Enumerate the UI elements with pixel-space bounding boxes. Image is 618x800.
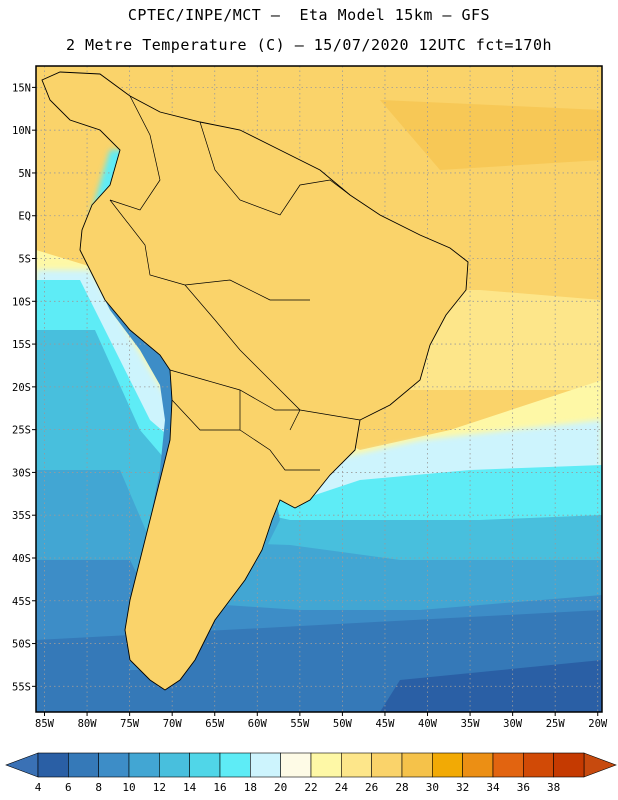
colorbar-label: 30 <box>425 781 439 794</box>
lat-tick-label: 10N <box>12 125 31 137</box>
lat-tick-label: 5N <box>18 168 31 180</box>
lon-tick-label: 75W <box>120 718 140 730</box>
lat-tick-label: EQ <box>18 211 31 223</box>
lat-tick-label: 25S <box>12 425 31 437</box>
lon-tick-label: 60W <box>248 718 268 730</box>
colorbar-cell <box>68 752 99 778</box>
lon-tick-label: 85W <box>35 718 55 730</box>
colorbar-cell <box>523 752 554 778</box>
colorbar-label: 22 <box>304 781 318 794</box>
lon-tick-label: 25W <box>546 718 566 730</box>
latitude-axis: 15N 10N 5N EQ 5S 10S 15S 20S 25S 30S 35S 40S 45S 50S 5… <box>12 82 36 693</box>
colorbar-label: 28 <box>395 781 409 794</box>
map-frame <box>35 65 603 713</box>
colorbar-cell <box>98 752 130 778</box>
lat-tick-label: 10S <box>12 296 31 308</box>
colorbar-label: 24 <box>334 781 348 794</box>
lat-tick-label: 20S <box>12 382 31 394</box>
colorbar-cell <box>492 752 524 778</box>
colorbar-cell <box>219 752 251 778</box>
colorbar-label: 6 <box>65 781 72 794</box>
colorbar-label: 16 <box>213 781 227 794</box>
colorbar-cell <box>280 752 312 778</box>
colorbar-label: 14 <box>183 781 197 794</box>
colorbar-label: 26 <box>365 781 379 794</box>
colorbar-cell <box>371 752 403 778</box>
lat-tick-label: 55S <box>12 681 31 693</box>
colorbar-cell <box>37 752 69 778</box>
lon-tick-label: 80W <box>78 718 98 730</box>
lon-tick-label: 55W <box>290 718 310 730</box>
lon-tick-label: 45W <box>375 718 395 730</box>
colorbar-cell <box>250 752 281 778</box>
lon-tick-label: 70W <box>163 718 183 730</box>
lat-tick-label: 15N <box>12 82 31 94</box>
colorbar-label: 38 <box>547 781 561 794</box>
lon-tick-label: 20W <box>588 718 608 730</box>
colorbar-label: 32 <box>456 781 470 794</box>
colorbar-cell <box>310 752 342 778</box>
colorbar-label: 12 <box>152 781 166 794</box>
colorbar-label: 18 <box>243 781 257 794</box>
lat-tick-label: 45S <box>12 596 31 608</box>
colorbar-cell <box>553 752 585 778</box>
colorbar-cell <box>128 752 160 778</box>
colorbar-cell <box>341 752 372 778</box>
lon-tick-label: 35W <box>461 718 481 730</box>
colorbar-label: 34 <box>486 781 500 794</box>
colorbar-low-arrow <box>5 752 39 778</box>
lon-tick-label: 30W <box>503 718 523 730</box>
colorbar-high-arrow <box>583 752 617 778</box>
colorbar <box>5 752 617 778</box>
colorbar-cell <box>189 752 221 778</box>
lat-tick-label: 15S <box>12 339 31 351</box>
lat-tick-label: 35S <box>12 510 31 522</box>
colorbar-label: 4 <box>34 781 42 794</box>
colorbar-cell <box>432 752 463 778</box>
map-subtitle: 2 Metre Temperature (C) – 15/07/2020 12U… <box>65 36 553 54</box>
colorbar-cell <box>462 752 494 778</box>
lat-tick-label: 5S <box>18 254 31 266</box>
colorbar-cell <box>159 752 190 778</box>
lon-tick-label: 65W <box>205 718 225 730</box>
longitude-axis: 85W 80W 75W 70W 65W 60W 55W 50W 45W 40W 35W 30W 25W 2… <box>35 712 608 730</box>
map-title: CPTEC/INPE/MCT – Eta Model 15km – GFS <box>127 6 491 24</box>
colorbar-label: 8 <box>95 781 102 794</box>
lat-tick-label: 30S <box>12 467 31 479</box>
country-borders <box>109 95 361 471</box>
lon-tick-label: 40W <box>418 718 438 730</box>
colorbar-cell <box>401 752 433 778</box>
lon-tick-label: 50W <box>333 718 353 730</box>
lat-tick-label: 50S <box>12 639 31 651</box>
colorbar-label: 10 <box>122 781 136 794</box>
colorbar-label: 20 <box>274 781 288 794</box>
lat-tick-label: 40S <box>12 553 31 565</box>
colorbar-label: 36 <box>516 781 530 794</box>
